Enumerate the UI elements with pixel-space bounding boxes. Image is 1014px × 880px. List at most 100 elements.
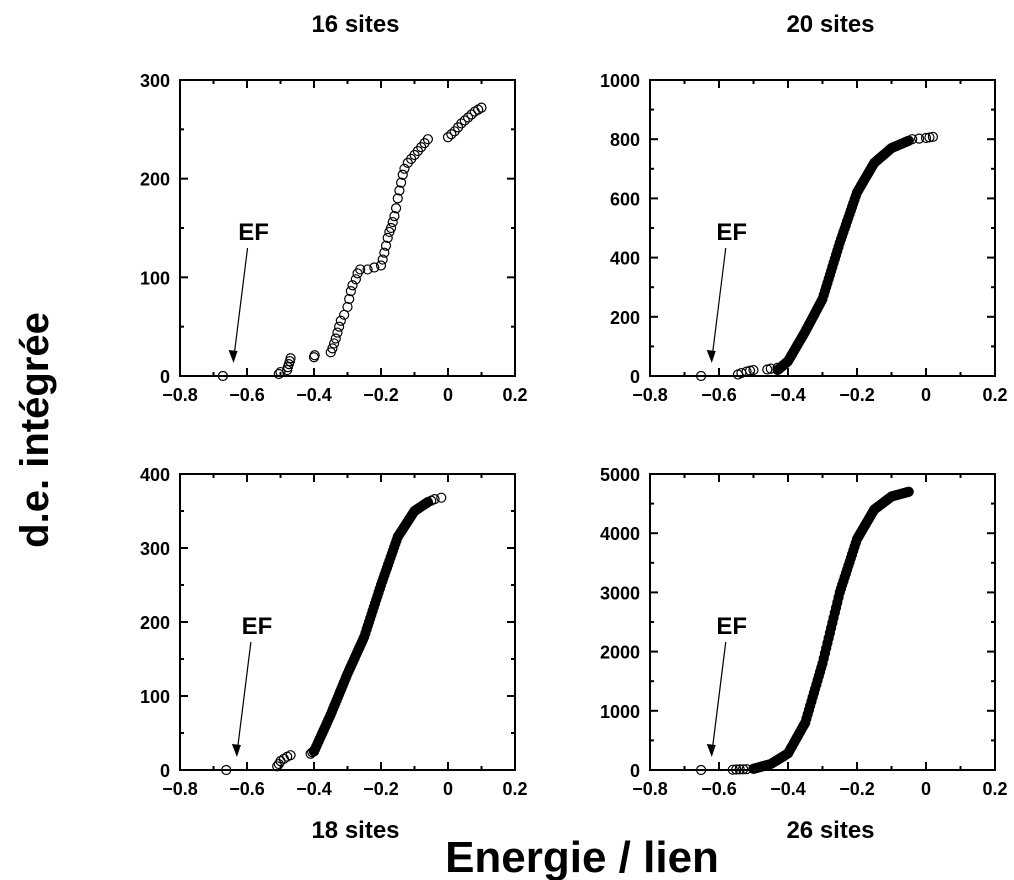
ef-arrow	[711, 641, 727, 755]
x-tick-label: 0	[921, 779, 931, 799]
ef-arrowhead	[228, 350, 238, 363]
data-point	[832, 597, 843, 608]
y-tick-label: 1000	[600, 71, 640, 91]
ef-arrowhead	[706, 744, 716, 757]
data-point	[369, 262, 380, 273]
data-point	[466, 109, 477, 120]
y-tick-label: 600	[610, 189, 640, 209]
data-point	[748, 763, 759, 774]
data-point	[822, 638, 833, 649]
data-point	[399, 163, 410, 174]
plot-frame	[179, 473, 516, 771]
data-point	[273, 368, 284, 380]
data-point	[818, 653, 829, 664]
x-tick-label: 0.2	[982, 779, 1007, 799]
data-point	[275, 366, 286, 378]
data-point	[442, 132, 454, 143]
ef-arrowhead	[231, 744, 241, 757]
panel-title: 16 sites	[311, 11, 399, 38]
data-point	[350, 274, 361, 285]
data-point	[920, 132, 932, 144]
plot-frame	[649, 79, 996, 377]
data-point	[429, 494, 440, 505]
data-point	[392, 193, 403, 204]
x-tick-label: 0	[443, 779, 453, 799]
data-point	[436, 492, 447, 503]
x-tick-label: −0.6	[229, 385, 265, 405]
x-tick-label: −0.4	[296, 779, 332, 799]
plot-frame	[649, 473, 996, 771]
x-tick-label: −0.2	[839, 385, 875, 405]
y-tick-label: 200	[140, 170, 170, 190]
data-point	[377, 254, 388, 265]
data-point	[826, 622, 837, 634]
y-tick-label: 200	[140, 613, 170, 633]
x-tick-label: 0	[921, 385, 931, 405]
y-tick-label: 800	[610, 130, 640, 150]
data-point	[389, 211, 400, 222]
panel-16-sites: 16 sites −0.8 −0.6 −0.4 −0.2 0 0.2 0 100 200 300 EF	[140, 11, 528, 405]
ef-label: EF	[716, 613, 747, 640]
data-point	[741, 764, 752, 775]
data-point	[397, 169, 408, 180]
data-point	[285, 750, 296, 761]
data-point	[217, 370, 228, 382]
y-tick-label: 4000	[600, 524, 640, 544]
y-tick-label: 0	[160, 367, 170, 387]
data-point	[362, 264, 373, 275]
panel-18-sites: 18 sites −0.8 −0.6 −0.4 −0.2 0 0.2 0 100 200 300 40…	[140, 465, 528, 844]
data-point	[272, 761, 283, 772]
data-point	[821, 643, 832, 654]
data-point	[748, 364, 759, 376]
data-point	[345, 286, 356, 297]
ef-label: EF	[238, 219, 269, 246]
data-point	[695, 764, 707, 776]
data-point	[819, 648, 831, 659]
x-tick-label: −0.6	[701, 779, 737, 799]
data-point	[396, 177, 407, 188]
data-point	[329, 338, 340, 349]
y-tick-label: 300	[140, 539, 170, 559]
data-point	[387, 216, 398, 228]
ef-label: EF	[242, 613, 273, 640]
y-tick-label: 0	[160, 761, 170, 781]
data-point	[379, 247, 390, 258]
data-point	[781, 749, 792, 760]
data-point	[476, 102, 487, 113]
figure-xlabel: Energie / lien	[445, 833, 719, 880]
x-tick-label: −0.2	[839, 779, 875, 799]
data-point	[765, 363, 776, 374]
y-tick-label: 100	[140, 268, 170, 288]
x-tick-label: −0.2	[363, 385, 399, 405]
data-point	[903, 486, 914, 497]
y-tick-label: 0	[630, 761, 640, 781]
data-point	[829, 607, 840, 618]
data-point	[827, 617, 838, 628]
data-point	[385, 222, 397, 234]
data-point	[907, 134, 918, 145]
y-tick-label: 300	[140, 71, 170, 91]
ef-arrow	[711, 247, 727, 361]
data-point	[305, 748, 316, 759]
x-tick-label: −0.6	[229, 779, 265, 799]
ef-label: EF	[716, 219, 747, 246]
ef-arrow	[232, 247, 249, 361]
y-tick-label: 0	[630, 367, 640, 387]
data-point	[382, 232, 393, 243]
data-point	[446, 129, 457, 140]
y-tick-label: 200	[610, 308, 640, 328]
x-tick-label: −0.4	[770, 779, 806, 799]
panel-20-sites: 20 sites −0.8 −0.6 −0.4 −0.2 0 0.2 0 200 400 600 80…	[600, 11, 1008, 405]
data-point	[473, 104, 484, 115]
data-point	[332, 327, 343, 338]
y-tick-label: 2000	[600, 643, 640, 663]
data-point	[734, 764, 745, 775]
x-tick-label: −0.8	[162, 779, 198, 799]
data-point	[738, 764, 749, 775]
ef-arrowhead	[706, 350, 716, 363]
panel-title: 18 sites	[311, 817, 399, 844]
x-tick-label: −0.4	[296, 385, 332, 405]
y-tick-label: 1000	[600, 702, 640, 722]
data-point	[772, 362, 783, 373]
